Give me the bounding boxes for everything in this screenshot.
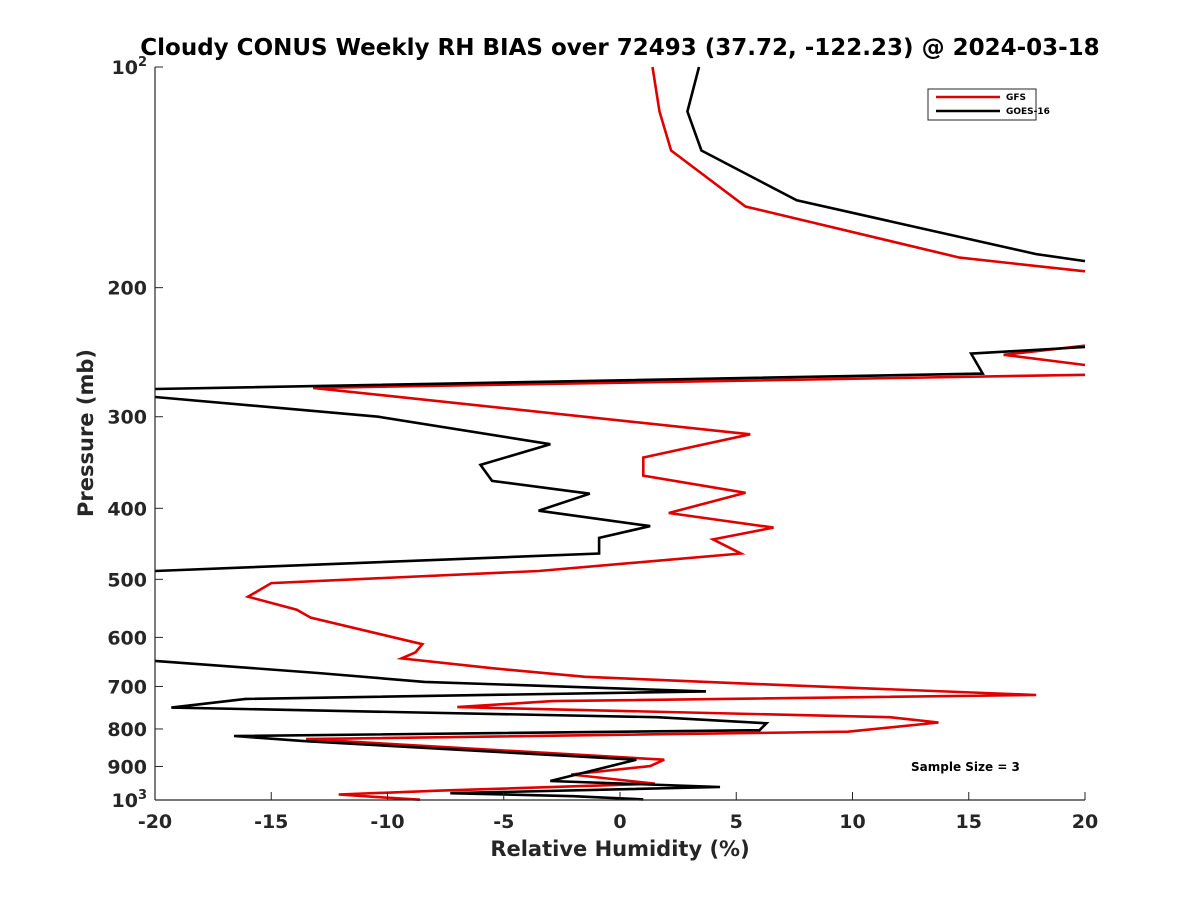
y-tick-label: 600 <box>107 627 147 649</box>
sample-size-annotation: Sample Size = 3 <box>911 760 1020 774</box>
legend-label-gfs: GFS <box>1006 93 1026 103</box>
series-layer <box>154 66 1086 801</box>
y-tick-label: 700 <box>107 676 147 698</box>
legend-label-goes16: GOES-16 <box>1006 107 1050 117</box>
plot-frame <box>155 67 1085 800</box>
legend: GFS GOES-16 <box>927 88 1050 121</box>
x-tick-label: 0 <box>613 811 626 833</box>
x-tick-label: 15 <box>956 811 982 833</box>
x-tick-label: 10 <box>839 811 865 833</box>
plot-area: -20 -15 -10 -5 0 5 10 15 20 102 200 300 400 500 600 70… <box>107 55 1098 833</box>
legend-box <box>927 88 1037 121</box>
x-tick-label: -10 <box>370 811 404 833</box>
y-ticks: 102 200 300 400 500 600 700 800 900 103 <box>107 55 163 812</box>
x-tick-label: 20 <box>1072 811 1098 833</box>
x-tick-label: -15 <box>254 811 288 833</box>
y-tick-label: 500 <box>107 569 147 591</box>
y-tick-label: 200 <box>107 278 147 300</box>
series-line-goes16 <box>154 66 1086 801</box>
x-ticks: -20 -15 -10 -5 0 5 10 15 20 <box>138 792 1098 833</box>
x-axis-label: Relative Humidity (%) <box>490 837 749 861</box>
x-tick-label: -5 <box>493 811 514 833</box>
y-tick-label: 103 <box>112 788 148 812</box>
chart-title: Cloudy CONUS Weekly RH BIAS over 72493 (… <box>140 35 1099 61</box>
y-tick-label: 400 <box>107 498 147 520</box>
y-tick-label: 800 <box>107 719 147 741</box>
x-tick-label: 5 <box>730 811 743 833</box>
y-tick-label: 300 <box>107 407 147 429</box>
y-tick-label: 102 <box>112 55 148 79</box>
x-tick-label: -20 <box>138 811 172 833</box>
y-axis-label: Pressure (mb) <box>74 349 98 517</box>
y-tick-label: 900 <box>107 756 147 778</box>
